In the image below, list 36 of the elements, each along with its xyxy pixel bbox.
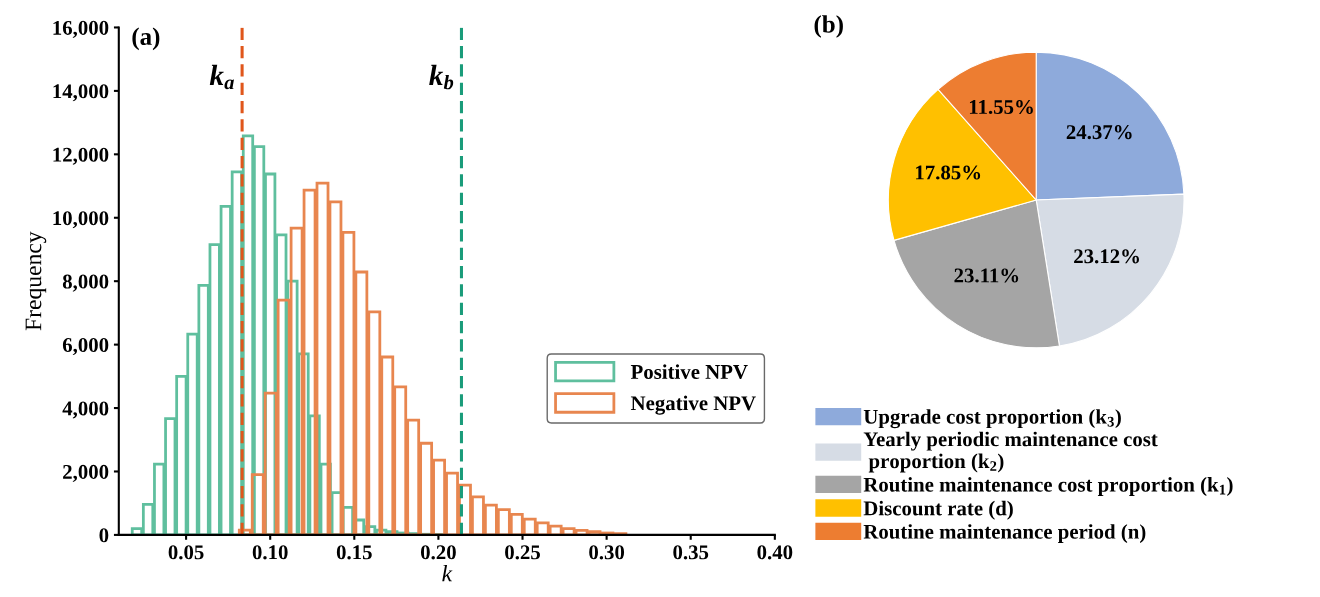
data-label: 23.12% <box>1074 249 1139 264</box>
y-tick-label: 14,000 <box>53 84 109 102</box>
legend-label: Negative NPV <box>630 395 756 415</box>
x-tick-label: 0.05 <box>168 545 204 560</box>
ref-line-label: k$_{b}$ <box>429 64 454 90</box>
x-tick-label: 0.30 <box>589 545 625 560</box>
y-tick-label: 2,000 <box>63 464 109 482</box>
x-tick-label: 0.20 <box>420 545 456 560</box>
legend-label: Positive NPV <box>630 364 748 380</box>
y-tick-label: 8,000 <box>62 274 109 292</box>
legend-label: Upgrade cost proportion (k$_{3}$) <box>863 409 1121 429</box>
bar <box>419 532 432 535</box>
y-tick-label: 0 <box>99 528 109 543</box>
y-tick-label: 12,000 <box>53 147 109 165</box>
legend-label: Discount rate (d) <box>863 500 1013 520</box>
x-axis-title: k <box>442 564 453 582</box>
x-tick-label: 0.25 <box>505 545 540 560</box>
data-label: 17.85% <box>916 165 981 180</box>
y-tick-label: 16,000 <box>53 20 109 38</box>
data-label: 11.55% <box>969 99 1033 115</box>
legend-label: Yearly periodic maintenance cost proportion (k$_{2}$) <box>863 431 1158 473</box>
y-tick-label: 6,000 <box>62 337 109 356</box>
chart-title: (a) <box>132 27 160 51</box>
chart-title: (b) <box>814 15 843 38</box>
data-label: 23.11% <box>954 268 1019 283</box>
y-axis-title: Frequency <box>25 231 47 331</box>
x-tick-label: 0.35 <box>673 545 709 560</box>
data-label: 24.37% <box>1066 125 1132 140</box>
ref-line-label: k$_{a}$ <box>209 64 234 90</box>
legend-label: Routine maintenance period (n) <box>863 524 1146 544</box>
x-tick-label: 0.40 <box>757 545 793 560</box>
x-tick-label: 0.15 <box>336 545 372 560</box>
y-tick-label: 10,000 <box>53 211 109 229</box>
x-tick-label: 0.10 <box>252 545 288 560</box>
legend-label: Routine maintenance cost proportion (k$_{1}$) <box>863 477 1233 496</box>
y-tick-label: 4,000 <box>62 401 109 419</box>
